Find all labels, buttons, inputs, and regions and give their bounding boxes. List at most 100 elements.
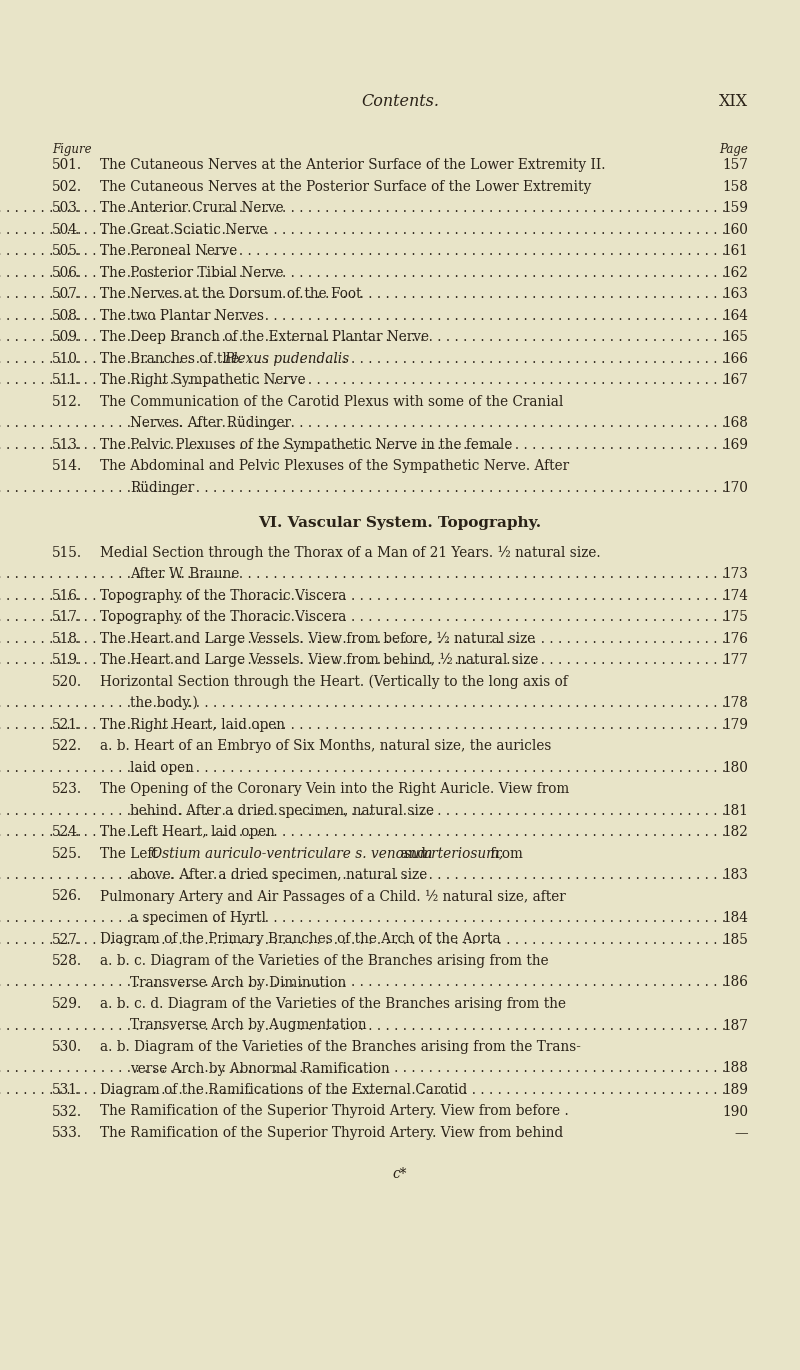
Text: 182: 182 <box>722 825 748 838</box>
Text: Topography of the Thoracic Viscera: Topography of the Thoracic Viscera <box>100 589 346 603</box>
Text: 531.: 531. <box>52 1084 82 1097</box>
Text: 178: 178 <box>722 696 748 710</box>
Text: The two Plantar Nerves: The two Plantar Nerves <box>100 308 264 322</box>
Text: The Left: The Left <box>100 847 162 860</box>
Text: Rüdinger: Rüdinger <box>130 481 194 495</box>
Text: arteriosum,: arteriosum, <box>424 847 504 860</box>
Text: 516.: 516. <box>52 589 82 603</box>
Text: The Heart and Large Vessels. View from before, ½ natural size: The Heart and Large Vessels. View from b… <box>100 632 535 645</box>
Text: The Deep Branch of the External Plantar Nerve: The Deep Branch of the External Plantar … <box>100 330 429 344</box>
Text: 159: 159 <box>722 201 748 215</box>
Text: —: — <box>734 1126 748 1140</box>
Text: 530.: 530. <box>52 1040 82 1054</box>
Text: . . . . . . . . . . . . . . . . . . . . . . . . . . . . . . . . . . . . . . . . : . . . . . . . . . . . . . . . . . . . . … <box>0 933 726 947</box>
Text: . . . . . . . . . . . . . . . . . . . . . . . . . . . . . . . . . . . . . . . . : . . . . . . . . . . . . . . . . . . . . … <box>0 975 726 989</box>
Text: 184: 184 <box>722 911 748 925</box>
Text: The Abdominal and Pelvic Plexuses of the Sympathetic Nerve. After: The Abdominal and Pelvic Plexuses of the… <box>100 459 569 473</box>
Text: 163: 163 <box>722 286 748 301</box>
Text: . . . . . . . . . . . . . . . . . . . . . . . . . . . . . . . . . . . . . . . . : . . . . . . . . . . . . . . . . . . . . … <box>0 286 726 301</box>
Text: 502.: 502. <box>52 179 82 193</box>
Text: The Heart and Large Vessels. View from behind, ½ natural size: The Heart and Large Vessels. View from b… <box>100 653 538 667</box>
Text: 166: 166 <box>722 352 748 366</box>
Text: The Right Heart, laid open: The Right Heart, laid open <box>100 718 285 732</box>
Text: 532.: 532. <box>52 1104 82 1118</box>
Text: 533.: 533. <box>52 1126 82 1140</box>
Text: above. After a dried specimen, natural size: above. After a dried specimen, natural s… <box>130 869 427 882</box>
Text: Nerves. After Rüdinger: Nerves. After Rüdinger <box>130 416 291 430</box>
Text: Figure: Figure <box>52 142 92 156</box>
Text: . . . . . . . . . . . . . . . . . . . . . . . . . . . . . . . . . . . . . . . . : . . . . . . . . . . . . . . . . . . . . … <box>0 567 726 581</box>
Text: 521.: 521. <box>52 718 82 732</box>
Text: 525.: 525. <box>52 847 82 860</box>
Text: 511.: 511. <box>52 373 82 386</box>
Text: 187: 187 <box>722 1018 748 1033</box>
Text: 523.: 523. <box>52 782 82 796</box>
Text: Transverse Arch by Diminution: Transverse Arch by Diminution <box>130 975 346 989</box>
Text: . . . . . . . . . . . . . . . . . . . . . . . . . . . . . . . . . . . . . . . . : . . . . . . . . . . . . . . . . . . . . … <box>0 653 726 667</box>
Text: Horizontal Section through the Heart. (Vertically to the long axis of: Horizontal Section through the Heart. (V… <box>100 674 568 689</box>
Text: 514.: 514. <box>52 459 82 473</box>
Text: . . . . . . . . . . . . . . . . . . . . . . . . . . . . . . . . . . . . . . . . : . . . . . . . . . . . . . . . . . . . . … <box>0 481 726 495</box>
Text: . . . . . . . . . . . . . . . . . . . . . . . . . . . . . . . . . . . . . . . . : . . . . . . . . . . . . . . . . . . . . … <box>0 825 726 838</box>
Text: . . . . . . . . . . . . . . . . . . . . . . . . . . . . . . . . . . . . . . . . : . . . . . . . . . . . . . . . . . . . . … <box>0 437 726 452</box>
Text: . . . . . . . . . . . . . . . . . . . . . . . . . . . . . . . . . . . . . . . . : . . . . . . . . . . . . . . . . . . . . … <box>0 632 726 645</box>
Text: . . . . . . . . . . . . . . . . . . . . . . . . . . . . . . . . . . . . . . . . : . . . . . . . . . . . . . . . . . . . . … <box>0 1084 726 1097</box>
Text: 168: 168 <box>722 416 748 430</box>
Text: a. b. Heart of an Embryo of Six Months, natural size, the auricles: a. b. Heart of an Embryo of Six Months, … <box>100 738 551 754</box>
Text: Diagram of the Primary Branches of the Arch of the Aorta: Diagram of the Primary Branches of the A… <box>100 933 501 947</box>
Text: 512.: 512. <box>52 395 82 408</box>
Text: Contents.: Contents. <box>361 93 439 110</box>
Text: 180: 180 <box>722 760 748 774</box>
Text: 165: 165 <box>722 330 748 344</box>
Text: 529.: 529. <box>52 997 82 1011</box>
Text: verse Arch by Abnormal Ramification: verse Arch by Abnormal Ramification <box>130 1062 390 1075</box>
Text: 177: 177 <box>722 653 748 667</box>
Text: . . . . . . . . . . . . . . . . . . . . . . . . . . . . . . . . . . . . . . . . : . . . . . . . . . . . . . . . . . . . . … <box>0 610 726 623</box>
Text: 517.: 517. <box>52 610 82 623</box>
Text: . . . . . . . . . . . . . . . . . . . . . . . . . . . . . . . . . . . . . . . . : . . . . . . . . . . . . . . . . . . . . … <box>0 718 726 732</box>
Text: a. b. c. d. Diagram of the Varieties of the Branches arising from the: a. b. c. d. Diagram of the Varieties of … <box>100 997 566 1011</box>
Text: The Cutaneous Nerves at the Posterior Surface of the Lower Extremity: The Cutaneous Nerves at the Posterior Su… <box>100 179 591 193</box>
Text: 170: 170 <box>722 481 748 495</box>
Text: The Great Sciatic Nerve: The Great Sciatic Nerve <box>100 222 267 237</box>
Text: and: and <box>396 847 430 860</box>
Text: 167: 167 <box>722 373 748 386</box>
Text: Plexus pudendalis: Plexus pudendalis <box>224 352 349 366</box>
Text: 528.: 528. <box>52 954 82 969</box>
Text: 518.: 518. <box>52 632 82 645</box>
Text: 508.: 508. <box>52 308 82 322</box>
Text: 520.: 520. <box>52 674 82 689</box>
Text: The Nerves at the Dorsum of the Foot: The Nerves at the Dorsum of the Foot <box>100 286 362 301</box>
Text: The Communication of the Carotid Plexus with some of the Cranial: The Communication of the Carotid Plexus … <box>100 395 563 408</box>
Text: 160: 160 <box>722 222 748 237</box>
Text: 524.: 524. <box>52 825 82 838</box>
Text: from: from <box>486 847 523 860</box>
Text: . . . . . . . . . . . . . . . . . . . . . . . . . . . . . . . . . . . . . . . . : . . . . . . . . . . . . . . . . . . . . … <box>0 911 726 925</box>
Text: 188: 188 <box>722 1062 748 1075</box>
Text: 164: 164 <box>722 308 748 322</box>
Text: 515.: 515. <box>52 545 82 559</box>
Text: the body.): the body.) <box>130 696 198 711</box>
Text: Medial Section through the Thorax of a Man of 21 Years. ½ natural size.: Medial Section through the Thorax of a M… <box>100 545 601 560</box>
Text: behind. After a dried specimen, natural size: behind. After a dried specimen, natural … <box>130 803 434 818</box>
Text: . . . . . . . . . . . . . . . . . . . . . . . . . . . . . . . . . . . . . . . . : . . . . . . . . . . . . . . . . . . . . … <box>0 373 726 386</box>
Text: . . . . . . . . . . . . . . . . . . . . . . . . . . . . . . . . . . . . . . . . : . . . . . . . . . . . . . . . . . . . . … <box>0 760 726 774</box>
Text: Transverse Arch by Augmentation: Transverse Arch by Augmentation <box>130 1018 366 1033</box>
Text: a specimen of Hyrtl: a specimen of Hyrtl <box>130 911 266 925</box>
Text: laid open: laid open <box>130 760 194 774</box>
Text: . . . . . . . . . . . . . . . . . . . . . . . . . . . . . . . . . . . . . . . . : . . . . . . . . . . . . . . . . . . . . … <box>0 244 726 258</box>
Text: 190: 190 <box>722 1104 748 1118</box>
Text: a. b. c. Diagram of the Varieties of the Branches arising from the: a. b. c. Diagram of the Varieties of the… <box>100 954 549 969</box>
Text: Ostium auriculo-ventriculare s. venosum: Ostium auriculo-ventriculare s. venosum <box>151 847 433 860</box>
Text: 504.: 504. <box>52 222 82 237</box>
Text: 173: 173 <box>722 567 748 581</box>
Text: c*: c* <box>393 1167 407 1181</box>
Text: The Left Heart, laid open: The Left Heart, laid open <box>100 825 275 838</box>
Text: 506.: 506. <box>52 266 82 279</box>
Text: . . . . . . . . . . . . . . . . . . . . . . . . . . . . . . . . . . . . . . . . : . . . . . . . . . . . . . . . . . . . . … <box>0 352 726 366</box>
Text: 179: 179 <box>722 718 748 732</box>
Text: . . . . . . . . . . . . . . . . . . . . . . . . . . . . . . . . . . . . . . . . : . . . . . . . . . . . . . . . . . . . . … <box>0 869 726 882</box>
Text: After W. Braune: After W. Braune <box>130 567 239 581</box>
Text: 174: 174 <box>722 589 748 603</box>
Text: Page: Page <box>719 142 748 156</box>
